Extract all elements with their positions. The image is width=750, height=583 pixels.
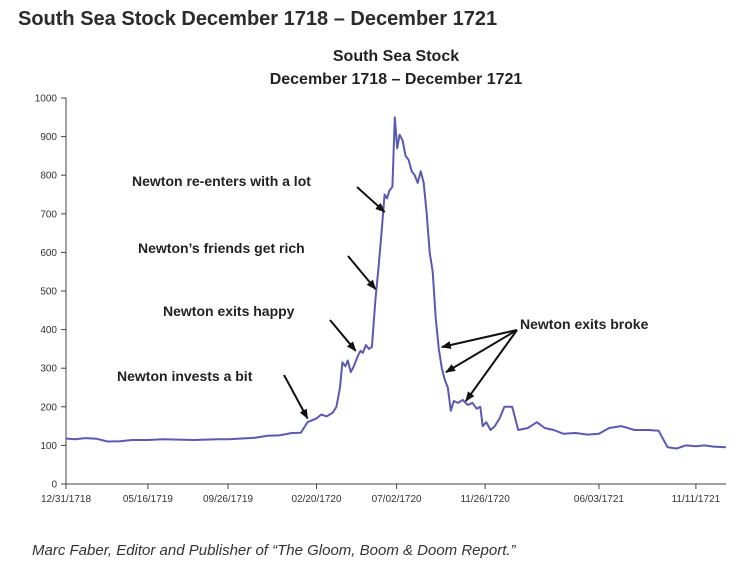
annotation-arrow bbox=[283, 374, 309, 420]
x-tick-label: 05/16/1719 bbox=[123, 494, 173, 505]
y-tick-label: 700 bbox=[40, 209, 57, 220]
source-caption: Marc Faber, Editor and Publisher of “The… bbox=[32, 542, 516, 559]
series-group bbox=[65, 116, 727, 450]
y-tick-label: 400 bbox=[40, 325, 57, 336]
annotation-group: Newton invests a bit Newton exits happy Ne… bbox=[117, 173, 649, 420]
annotation-arrow bbox=[329, 319, 357, 352]
annotation-arrow bbox=[440, 329, 518, 349]
y-tick-label: 900 bbox=[40, 132, 57, 143]
x-tick-label: 09/26/1719 bbox=[203, 494, 253, 505]
chart-axes: 0 100 200 300 400 500 600 700 800 900 1000 12/31/17… bbox=[35, 94, 726, 505]
annotation-arrow bbox=[445, 329, 518, 373]
y-tick-label: 0 bbox=[51, 480, 57, 491]
annotation-label: Newton’s friends get rich bbox=[138, 240, 305, 256]
annotation-label: Newton exits happy bbox=[163, 303, 295, 319]
x-tick-label: 06/03/1721 bbox=[574, 494, 624, 505]
y-tick-label: 200 bbox=[40, 402, 57, 413]
annotation-arrow bbox=[347, 255, 377, 290]
x-tick-label: 07/02/1720 bbox=[372, 494, 422, 505]
y-tick-label: 100 bbox=[40, 441, 57, 452]
chart-title: South Sea Stock bbox=[332, 48, 460, 65]
price-series-line bbox=[65, 116, 727, 450]
x-tick-label: 11/11/1721 bbox=[672, 494, 721, 505]
annotation-arrow bbox=[465, 329, 518, 402]
x-tick-label: 11/26/1720 bbox=[460, 494, 510, 505]
y-tick-label: 600 bbox=[40, 248, 57, 259]
y-tick-label: 500 bbox=[40, 287, 57, 298]
chart-subtitle: December 1718 – December 1721 bbox=[269, 71, 523, 88]
annotation-label: Newton exits broke bbox=[520, 316, 649, 332]
annotation-label: Newton re-enters with a lot bbox=[132, 173, 311, 189]
x-tick-label: 12/31/1718 bbox=[41, 494, 91, 505]
y-tick-label: 300 bbox=[40, 364, 57, 375]
page-heading: South Sea Stock December 1718 – December… bbox=[18, 8, 498, 30]
annotation-arrow bbox=[356, 186, 386, 213]
y-tick-label: 800 bbox=[40, 171, 57, 182]
y-tick-label: 1000 bbox=[35, 94, 58, 105]
x-tick-label: 02/20/1720 bbox=[291, 494, 341, 505]
annotation-label: Newton invests a bit bbox=[117, 368, 253, 384]
